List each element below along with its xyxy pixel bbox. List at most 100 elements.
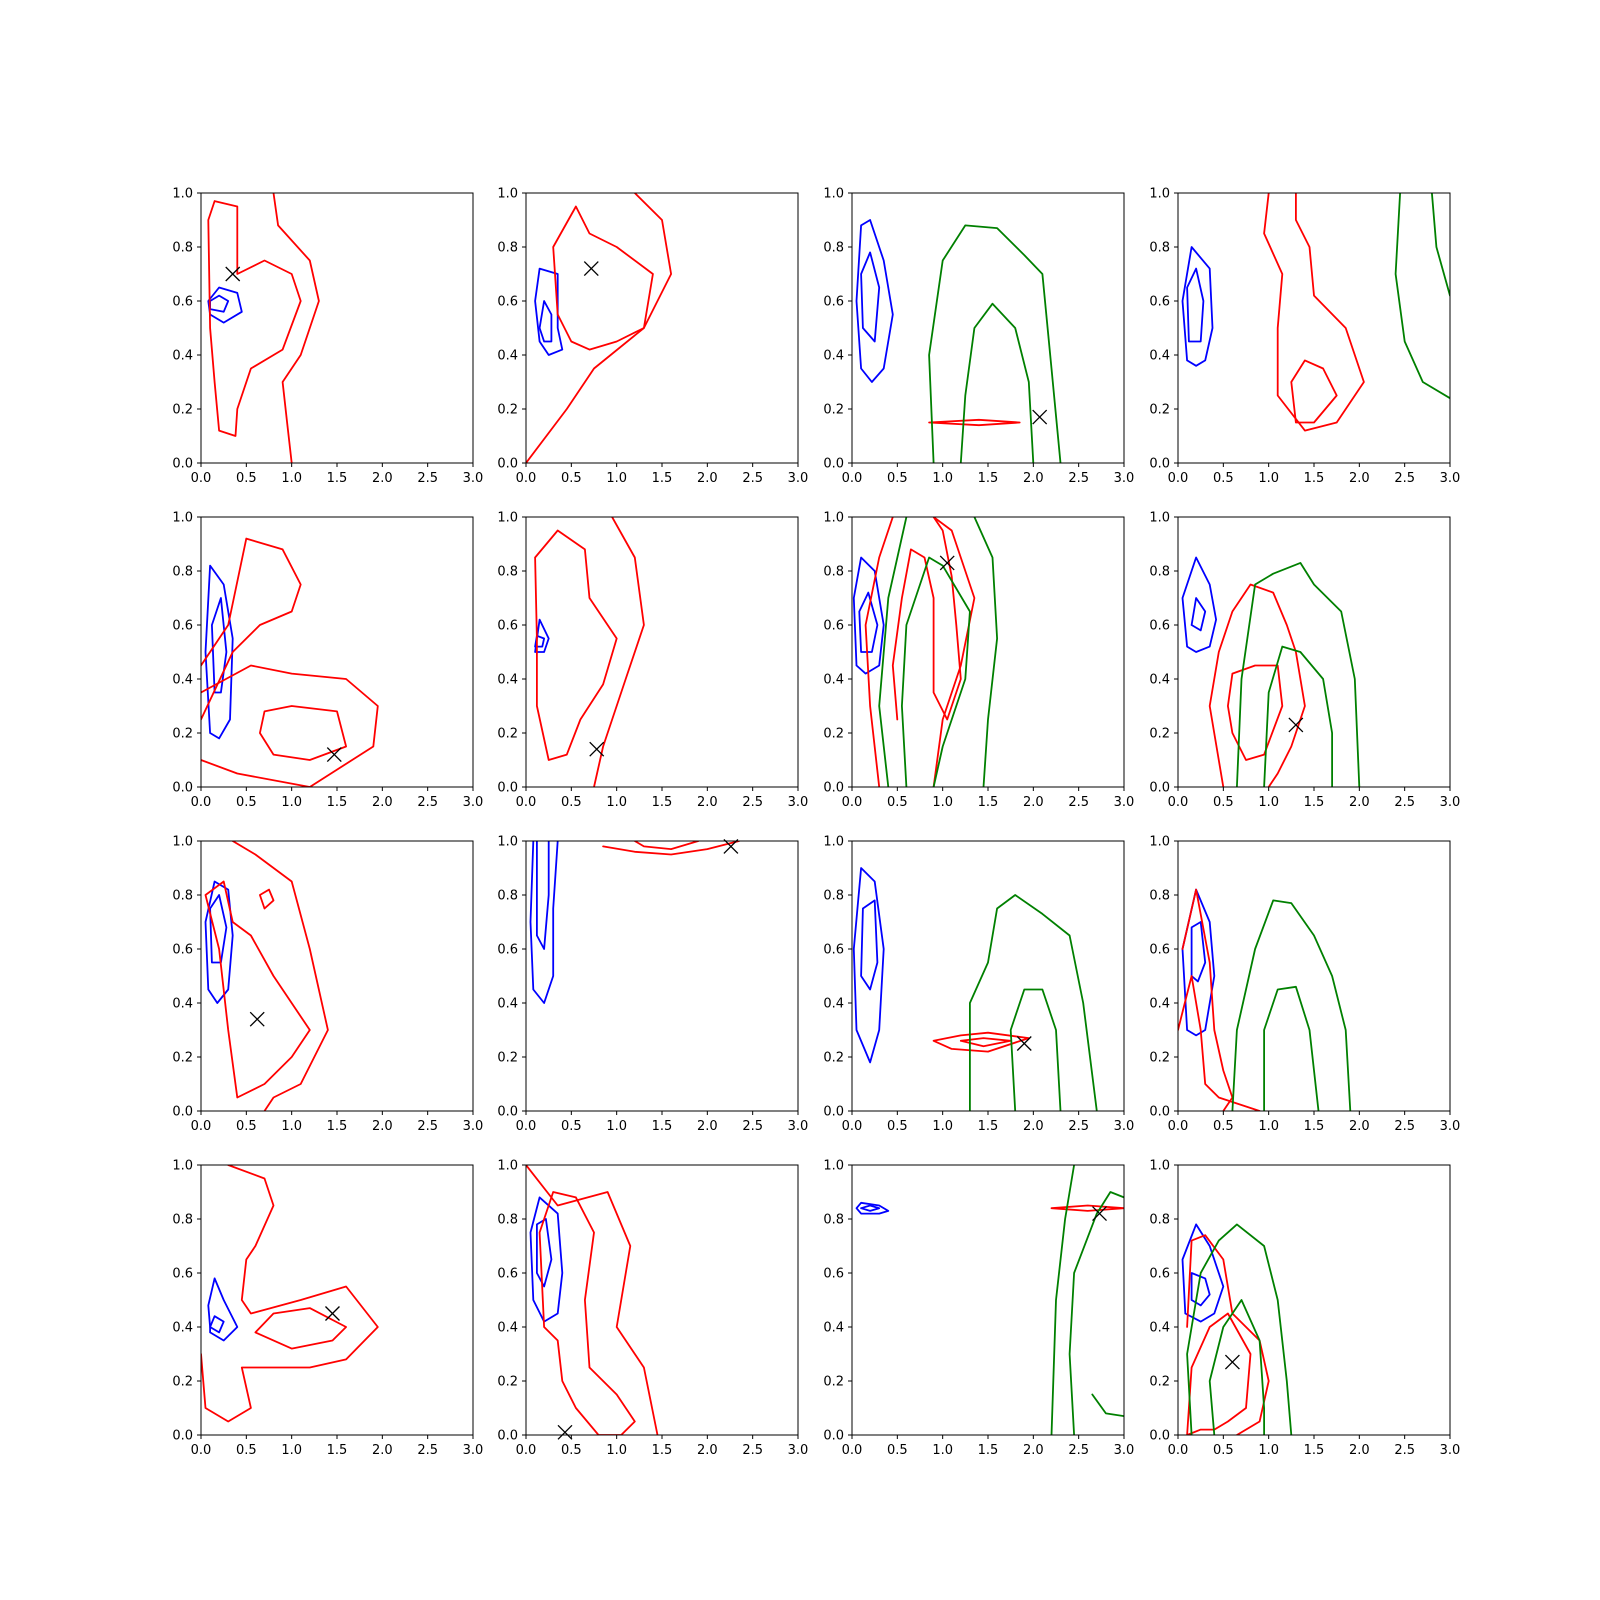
x-tick-label: 2.0 xyxy=(1023,1443,1044,1458)
red-contour-line xyxy=(258,888,275,910)
x-marker xyxy=(249,1011,265,1027)
y-tick-label: 0.4 xyxy=(1149,349,1170,364)
x-tick-label: 2.0 xyxy=(697,471,718,486)
blue-contour-line xyxy=(210,597,228,694)
y-tick-label: 0.0 xyxy=(1149,1429,1170,1444)
x-tick-label: 2.5 xyxy=(1394,1119,1415,1134)
y-tick-label: 0.0 xyxy=(172,781,193,796)
y-tick-label: 0.2 xyxy=(497,1375,518,1390)
x-tick-label: 1.0 xyxy=(606,795,627,810)
y-tick-label: 0.4 xyxy=(172,673,193,688)
y-tick-label: 0.8 xyxy=(1149,1213,1170,1228)
green-contour-line xyxy=(1236,562,1361,787)
y-tick-label: 0.0 xyxy=(823,457,844,472)
y-tick-label: 0.4 xyxy=(172,349,193,364)
x-tick-label: 0.0 xyxy=(191,795,212,810)
red-contour-line xyxy=(258,705,348,761)
subplot-2: 0.0 0.5 1.0 1.5 2.0 2.5 3.0 0.0 0.2 0.4 0.6 0.8 1.0 xyxy=(497,187,808,487)
red-contour-line xyxy=(891,517,962,721)
contour-group xyxy=(852,517,998,787)
blue-contour-line xyxy=(207,1277,239,1342)
x-tick-label: 0.5 xyxy=(1213,795,1234,810)
blue-contour-line xyxy=(1190,921,1207,983)
y-tick-label: 0.6 xyxy=(1149,295,1170,310)
x-tick-label: 1.5 xyxy=(327,1119,348,1134)
red-contour-line xyxy=(1227,664,1284,761)
green-contour-line xyxy=(1009,988,1062,1111)
y-tick-label: 0.2 xyxy=(497,1051,518,1066)
y-tick-label: 0.0 xyxy=(1149,457,1170,472)
subplot-10: 0.0 0.5 1.0 1.5 2.0 2.5 3.0 0.0 0.2 0.4 0.6 0.8 1.0 xyxy=(497,835,808,1135)
blue-contour-line xyxy=(852,867,885,1064)
subplot-4: 0.0 0.5 1.0 1.5 2.0 2.5 3.0 0.0 0.2 0.4 0.6 0.8 1.0 xyxy=(1149,187,1460,487)
x-tick-label: 2.0 xyxy=(1349,471,1370,486)
y-tick-label: 1.0 xyxy=(1149,511,1170,526)
x-marker xyxy=(723,838,739,854)
x-marker xyxy=(1016,1036,1032,1051)
y-tick-label: 0.0 xyxy=(497,1429,518,1444)
red-contour-line xyxy=(1290,359,1338,424)
y-tick-label: 1.0 xyxy=(172,187,193,202)
red-contour-line xyxy=(254,1307,348,1350)
red-contour-line xyxy=(552,205,654,351)
x-tick-label: 2.5 xyxy=(417,1119,438,1134)
x-tick-label: 1.0 xyxy=(606,1443,627,1458)
y-tick-label: 0.8 xyxy=(172,241,193,256)
blue-contour-line xyxy=(860,251,881,343)
x-tick-label: 3.0 xyxy=(1114,1119,1135,1134)
x-tick-label: 3.0 xyxy=(1114,795,1135,810)
red-contour-line xyxy=(1263,193,1365,432)
red-contour-line xyxy=(201,664,379,787)
blue-contour-line xyxy=(204,564,234,740)
y-tick-label: 1.0 xyxy=(823,187,844,202)
y-tick-label: 0.4 xyxy=(172,1321,193,1336)
x-tick-label: 0.0 xyxy=(516,795,537,810)
y-tick-label: 0.2 xyxy=(1149,1051,1170,1066)
y-tick-label: 0.4 xyxy=(497,997,518,1012)
green-contour-line xyxy=(1263,985,1320,1111)
x-tick-label: 2.0 xyxy=(1349,1119,1370,1134)
blue-contour-line xyxy=(529,841,559,1004)
y-tick-label: 0.0 xyxy=(823,781,844,796)
x-tick-label: 2.0 xyxy=(372,1119,393,1134)
red-contour-line xyxy=(231,841,329,1111)
y-tick-label: 0.4 xyxy=(823,1321,844,1336)
x-tick-label: 0.5 xyxy=(561,1443,582,1458)
red-contour-line xyxy=(534,529,618,761)
y-tick-label: 0.2 xyxy=(497,403,518,418)
red-contour-line xyxy=(204,880,311,1099)
x-tick-label: 0.5 xyxy=(561,471,582,486)
y-tick-label: 0.6 xyxy=(172,619,193,634)
x-tick-label: 0.5 xyxy=(1213,1443,1234,1458)
x-tick-label: 3.0 xyxy=(1114,471,1135,486)
x-tick-label: 1.5 xyxy=(652,795,673,810)
subplot-1: 0.0 0.5 1.0 1.5 2.0 2.5 3.0 0.0 0.2 0.4 0.6 0.8 1.0 xyxy=(172,187,483,487)
x-tick-label: 2.5 xyxy=(1068,795,1089,810)
y-tick-label: 0.0 xyxy=(823,1105,844,1120)
blue-contour-line xyxy=(536,841,550,950)
blue-contour-line xyxy=(1186,267,1205,343)
y-tick-label: 0.8 xyxy=(172,889,193,904)
y-tick-label: 1.0 xyxy=(172,511,193,526)
x-tick-label: 1.5 xyxy=(1304,1443,1325,1458)
green-contour-line xyxy=(1394,193,1450,400)
green-contour-line xyxy=(928,224,1062,463)
contour-group xyxy=(204,841,329,1111)
x-tick-label: 1.5 xyxy=(652,1443,673,1458)
x-tick-label: 3.0 xyxy=(1440,471,1461,486)
green-contour-line xyxy=(969,894,1098,1111)
red-contour-line xyxy=(864,517,894,787)
blue-contour-line xyxy=(860,899,879,991)
y-tick-label: 0.8 xyxy=(497,241,518,256)
x-tick-label: 1.0 xyxy=(1258,1443,1279,1458)
x-marker xyxy=(1224,1354,1240,1370)
contour-group xyxy=(526,1165,659,1435)
y-tick-label: 1.0 xyxy=(823,1159,844,1174)
y-tick-label: 1.0 xyxy=(823,511,844,526)
x-tick-label: 1.0 xyxy=(1258,471,1279,486)
green-contour-line xyxy=(901,556,971,787)
contour-group xyxy=(207,193,320,463)
x-tick-label: 0.0 xyxy=(191,1443,212,1458)
y-tick-label: 0.0 xyxy=(1149,1105,1170,1120)
x-tick-label: 1.5 xyxy=(652,471,673,486)
